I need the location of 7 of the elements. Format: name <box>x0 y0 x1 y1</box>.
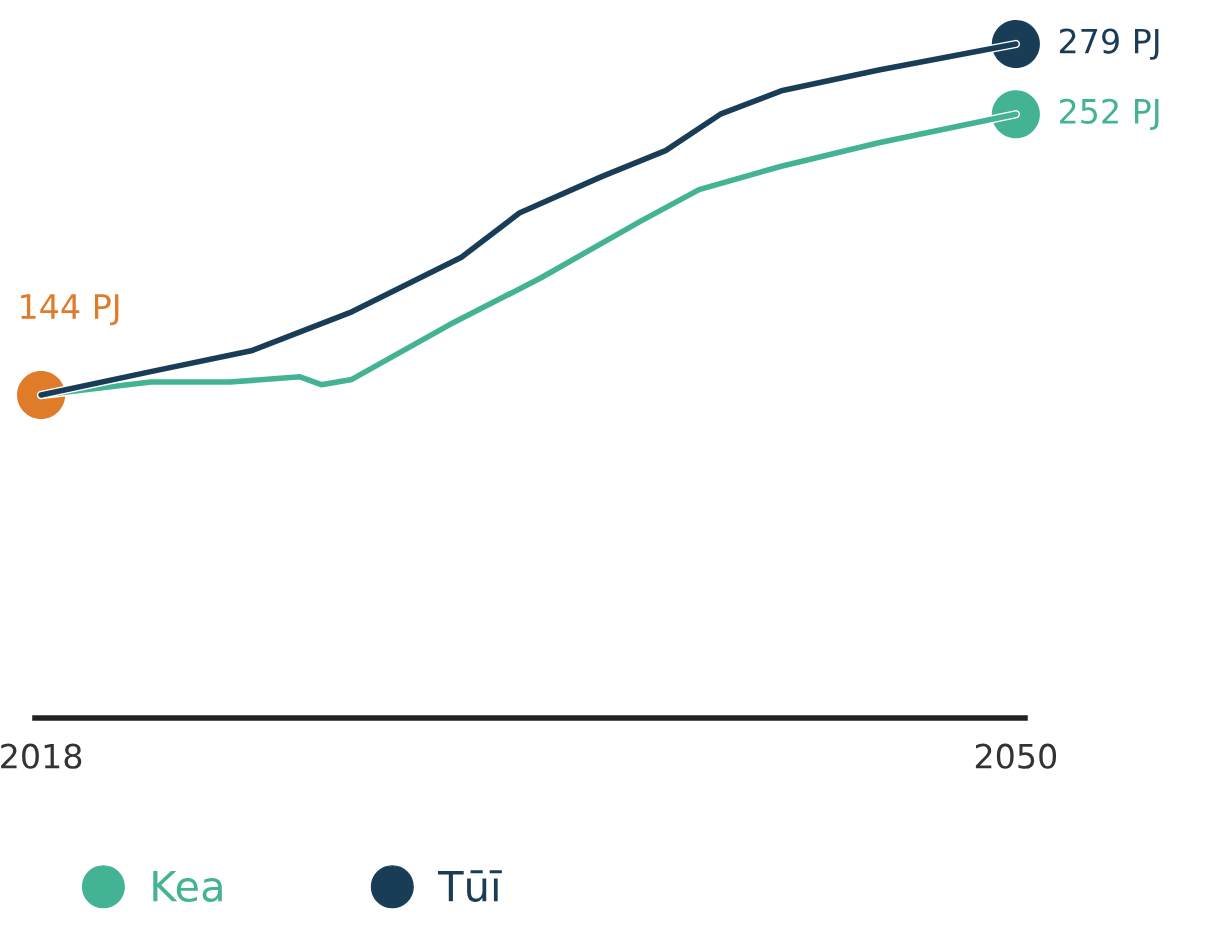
data-label: 279 PJ <box>1059 28 1159 60</box>
legend-label: Kea <box>153 870 222 902</box>
x-tick-label: 2018 <box>1 743 82 769</box>
data-label: 252 PJ <box>1059 98 1159 131</box>
x-tick-label: 2050 <box>975 743 1057 769</box>
legend-label: Tūī <box>438 870 502 902</box>
data-label: 144 PJ <box>21 294 119 326</box>
